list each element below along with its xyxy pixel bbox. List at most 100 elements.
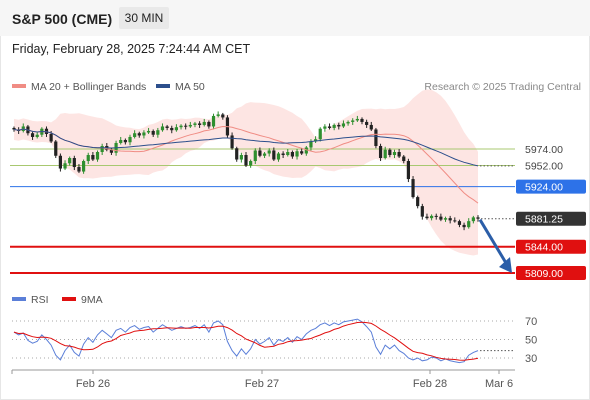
candle-body: [471, 217, 475, 222]
candle-body: [476, 217, 480, 219]
candle-body: [332, 124, 336, 128]
candle-body: [462, 224, 466, 228]
candle-body: [337, 124, 341, 127]
bollinger-swatch: [12, 84, 26, 89]
candle-body: [179, 125, 183, 128]
candle-body: [86, 155, 90, 162]
candle-body: [341, 123, 346, 127]
candle-body: [402, 156, 406, 162]
candle-body: [378, 145, 383, 159]
legend-rsi: RSI: [12, 294, 49, 306]
candle-body: [262, 153, 267, 156]
candle-body: [346, 121, 350, 124]
candle-body: [146, 130, 151, 133]
candle-body: [281, 153, 285, 156]
candle-body: [290, 152, 294, 157]
candle-body: [304, 147, 308, 154]
candle-body: [318, 128, 322, 140]
level-label-5809.00: 5809.00: [525, 268, 563, 280]
candle-body: [91, 155, 95, 160]
candle-body: [230, 135, 234, 149]
legend-bollinger: MA 20 + Bollinger Bands: [12, 81, 146, 93]
candle-body: [184, 125, 188, 127]
candle-body: [95, 152, 100, 160]
level-tag-5924.00: [516, 179, 586, 194]
candle-body: [100, 145, 104, 153]
legend-rsi-label: RSI: [31, 294, 49, 306]
rsi-ma-swatch: [62, 297, 76, 302]
candle-body: [300, 151, 304, 154]
candle-body: [151, 130, 155, 135]
candle-body: [430, 215, 434, 219]
rsi-swatch: [12, 297, 26, 302]
rsi-line: [13, 318, 479, 364]
candle-body: [443, 218, 448, 220]
candle-body: [72, 158, 76, 168]
candle-body: [170, 127, 174, 131]
candle-body: [202, 121, 206, 125]
chart-header: S&P 500 (CME) 30 MIN: [0, 0, 590, 36]
candle-body: [374, 129, 378, 146]
candle-body: [193, 123, 197, 125]
candle-body: [198, 123, 202, 125]
candle-body: [123, 139, 127, 143]
forecast-arrow-head: [499, 257, 512, 273]
rsi-tick-30: 30: [525, 353, 537, 365]
candle-body: [133, 133, 137, 137]
candle-body: [244, 155, 248, 166]
timestamp: Friday, February 28, 2025 7:24:44 AM CET: [12, 42, 251, 56]
candle-body: [109, 149, 114, 153]
candle-body: [397, 152, 401, 157]
rsi-ma-line: [13, 321, 479, 361]
rsi-tick-70: 70: [525, 316, 537, 328]
ma50-swatch: [156, 84, 170, 89]
level-label-5952.00: 5952.00: [525, 161, 563, 173]
candle-body: [142, 132, 146, 136]
candle-body: [174, 127, 178, 131]
x-tick-label: Mar 6: [485, 378, 513, 390]
candle-body: [453, 220, 457, 222]
candle-body: [63, 163, 67, 169]
candle-body: [253, 150, 257, 162]
candle-body: [68, 158, 72, 164]
candle-body: [392, 152, 397, 156]
candle-body: [439, 216, 443, 220]
legend-rsi-ma-label: 9MA: [81, 294, 103, 306]
candle-body: [211, 115, 216, 127]
candle-body: [411, 179, 415, 198]
candle-body: [309, 141, 313, 148]
candle-body: [360, 118, 364, 122]
candle-body: [165, 126, 169, 128]
candle-body: [295, 151, 299, 157]
rsi-tick-50: 50: [525, 335, 537, 347]
candle-body: [35, 134, 39, 137]
level-label-5924.00: 5924.00: [525, 182, 563, 194]
candle-body: [54, 141, 58, 156]
instrument-title: S&P 500 (CME): [12, 11, 113, 27]
candle-body: [137, 133, 141, 136]
candle-body: [267, 150, 271, 154]
source-credit: Research © 2025 Trading Central: [424, 81, 581, 93]
candle-body: [425, 216, 429, 219]
candle-body: [457, 221, 462, 225]
legend-ma50: MA 50: [156, 81, 205, 93]
level-tag-5881.25: [516, 211, 586, 226]
candle-body: [77, 167, 81, 172]
candle-body: [351, 120, 355, 122]
candle-body: [49, 133, 53, 142]
candle-body: [276, 153, 281, 160]
candle-body: [272, 150, 276, 160]
level-label-5974.00: 5974.00: [525, 144, 563, 156]
candle-body: [388, 149, 392, 156]
x-tick-label: Feb 27: [245, 378, 279, 390]
candle-body: [188, 124, 192, 127]
bollinger-band-area: [14, 89, 478, 256]
candle-body: [249, 161, 253, 166]
candle-body: [258, 150, 262, 156]
x-tick-label: Feb 28: [413, 378, 447, 390]
timeframe-button[interactable]: 30 MIN: [119, 7, 169, 29]
candle-body: [448, 218, 452, 221]
candle-body: [239, 155, 243, 160]
level-label-5881.25: 5881.25: [525, 214, 563, 226]
